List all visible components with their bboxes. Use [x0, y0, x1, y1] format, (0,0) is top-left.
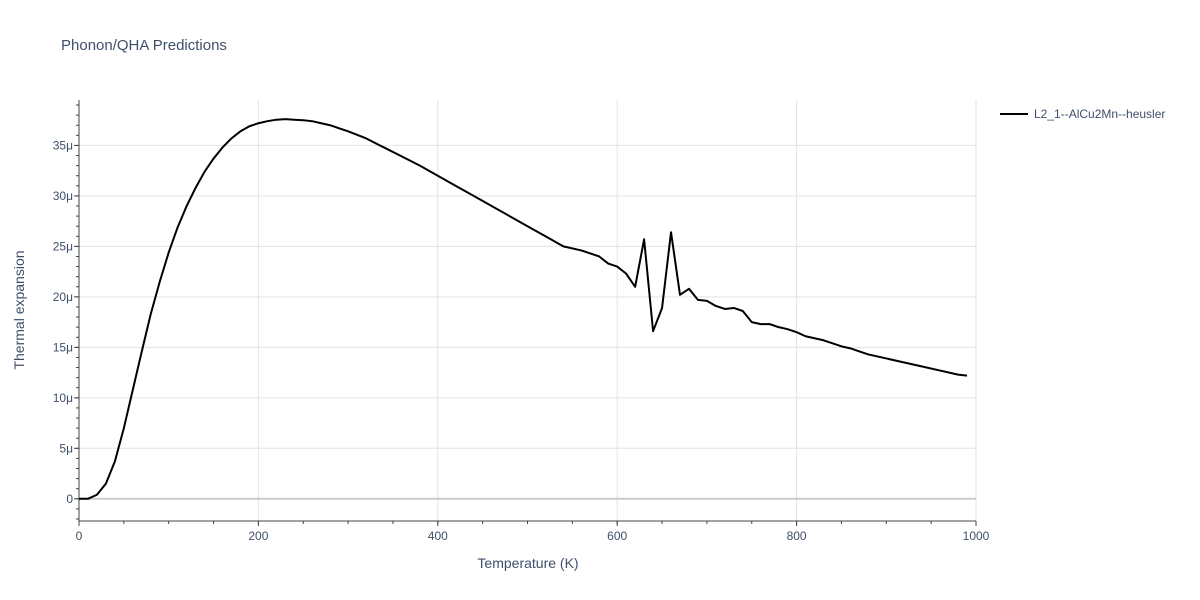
- y-tick-label: 30μ: [53, 189, 73, 203]
- x-tick-label: 1000: [963, 529, 990, 543]
- series-line-l2-1-alcu2mn-heusler[interactable]: [79, 118, 968, 500]
- y-tick-labels: 0 5μ 10μ 15μ 20μ 25μ 30μ 35μ: [53, 138, 79, 506]
- y-axis-title: Thermal expansion: [11, 250, 27, 369]
- x-axis-title: Temperature (K): [477, 555, 578, 571]
- y-tick-label: 10μ: [53, 391, 73, 405]
- y-minor-ticks: [76, 104, 977, 524]
- x-tick-labels: 0 200 400 600 800 1000: [76, 521, 990, 543]
- y-tick-label: 25μ: [53, 239, 73, 253]
- x-tick-label: 800: [787, 529, 807, 543]
- y-gridlines: [79, 144, 976, 449]
- y-tick-label: 20μ: [53, 290, 73, 304]
- x-tick-label: 600: [607, 529, 627, 543]
- x-tick-label: 0: [76, 529, 83, 543]
- legend[interactable]: L2_1--AlCu2Mn--heusler: [1000, 107, 1165, 121]
- y-tick-label: 0: [66, 492, 73, 506]
- y-tick-label: 35μ: [53, 138, 73, 152]
- chart-title: Phonon/QHA Predictions: [61, 37, 227, 54]
- y-tick-label: 5μ: [59, 441, 73, 455]
- y-tick-label: 15μ: [53, 340, 73, 354]
- legend-item-label: L2_1--AlCu2Mn--heusler: [1034, 107, 1165, 121]
- x-tick-label: 400: [428, 529, 448, 543]
- x-gridlines: [257, 100, 977, 521]
- x-tick-label: 200: [248, 529, 268, 543]
